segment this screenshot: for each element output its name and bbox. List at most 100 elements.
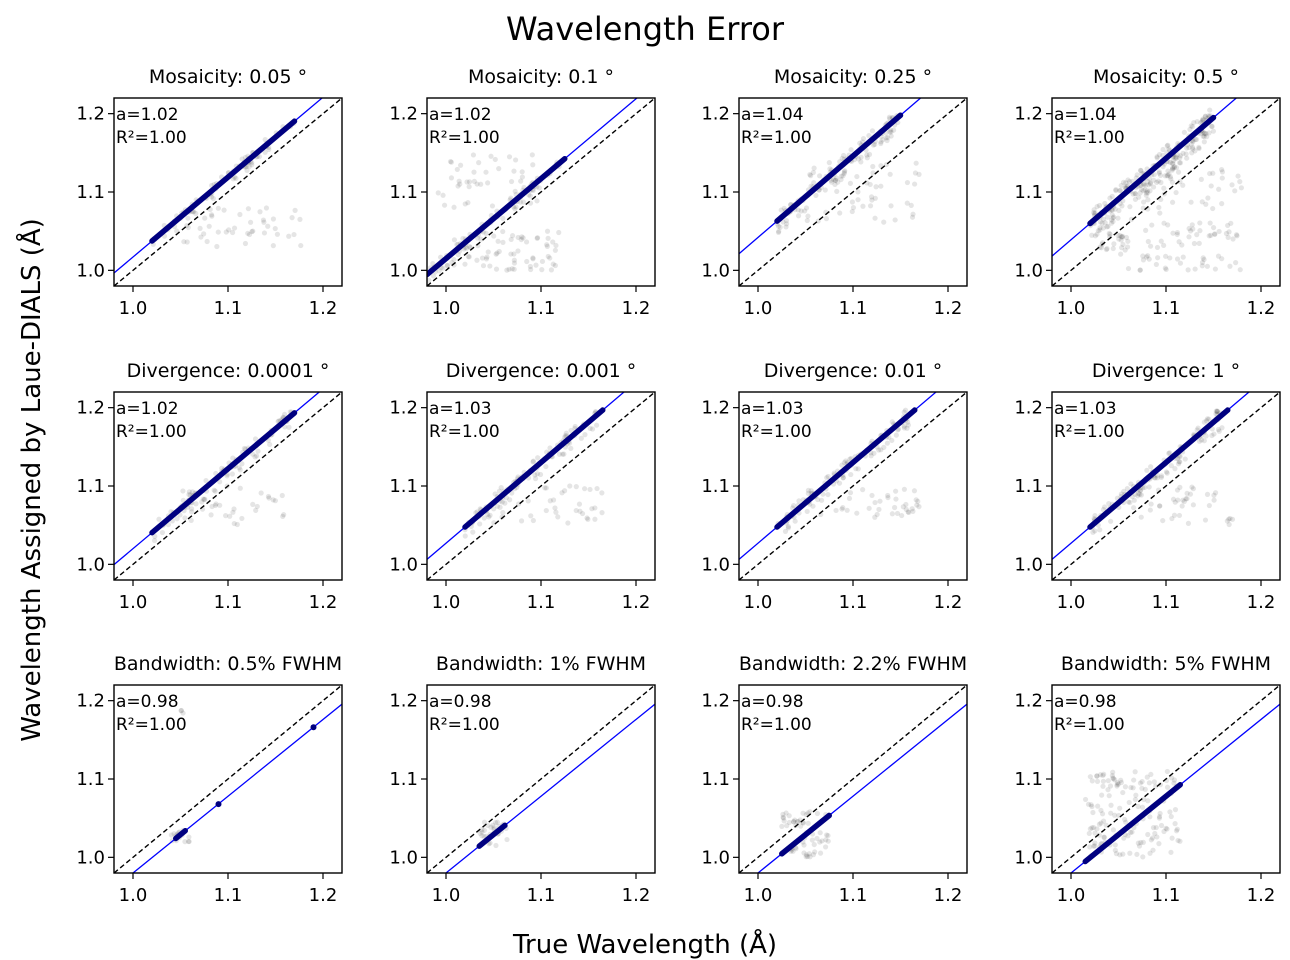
scatter-point <box>1213 408 1219 414</box>
scatter-point <box>1118 491 1124 497</box>
scatter-point <box>1145 179 1151 185</box>
scatter-point <box>1151 177 1157 183</box>
scatter-point <box>1110 769 1116 775</box>
scatter-point <box>1130 785 1136 791</box>
scatter-point <box>1097 527 1103 533</box>
x-tick-label: 1.1 <box>839 298 868 319</box>
scatter-point <box>587 486 593 493</box>
scatter-point <box>1137 267 1143 273</box>
scatter-point <box>1169 167 1175 173</box>
scatter-point <box>1192 148 1198 154</box>
scatter-point <box>1135 840 1141 846</box>
scatter-point <box>270 497 276 503</box>
scatter-point <box>534 471 541 477</box>
scatter-point <box>258 490 264 496</box>
fit-point <box>215 801 222 808</box>
scatter-point <box>1156 204 1162 211</box>
scatter-point <box>1234 233 1240 239</box>
scatter-point <box>1119 203 1125 209</box>
scatter-point <box>1146 484 1152 490</box>
scatter-point <box>825 832 831 839</box>
scatter-point <box>869 197 875 203</box>
x-tick-label: 1.0 <box>1057 885 1086 906</box>
scatter-point <box>1097 244 1103 250</box>
scatter-point <box>250 228 256 234</box>
scatter-point <box>1223 230 1230 237</box>
scatter-point <box>534 235 540 241</box>
scatter-point <box>1139 804 1146 810</box>
scatter-point <box>1136 490 1142 497</box>
scatter-point <box>1104 246 1110 252</box>
scatter-point <box>252 454 258 460</box>
scatter-point <box>500 510 506 516</box>
scatter-point <box>839 155 845 162</box>
scatter-point <box>1148 837 1154 843</box>
scatter-point <box>492 156 498 163</box>
scatter-point <box>1177 484 1183 490</box>
scatter-point <box>840 475 846 481</box>
scatter-point <box>792 518 798 524</box>
plot-area <box>1052 98 1280 286</box>
scatter-point <box>189 509 195 515</box>
scatter-point <box>825 473 831 480</box>
scatter-point <box>850 205 857 211</box>
panel-7: Divergence: 0.01 ° 1.0 1.1 1.2 1.0 1.1 1.2 a=1.… <box>701 360 968 613</box>
scatter-point <box>1173 154 1179 160</box>
scatter-point <box>1167 450 1173 456</box>
scatter-point <box>1091 824 1097 831</box>
scatter-point <box>1226 516 1232 522</box>
scatter-point <box>457 181 463 187</box>
x-tick-label: 1.2 <box>622 592 651 613</box>
scatter-point <box>905 422 911 428</box>
scatter-point <box>286 424 292 430</box>
scatter-point <box>798 208 804 214</box>
scatter-point <box>471 169 477 175</box>
scatter-point <box>1199 117 1205 124</box>
scatter-point <box>1162 173 1168 179</box>
scatter-point <box>1204 134 1210 140</box>
scatter-point <box>819 838 825 844</box>
scatter-point <box>481 827 487 833</box>
panel-2: Mosaicity: 0.1 ° 1.0 1.1 1.2 1.0 1.1 1.2 a=1.02… <box>389 66 656 319</box>
scatter-point <box>198 234 204 240</box>
scatter-point <box>1146 176 1153 182</box>
scatter-point <box>280 513 286 519</box>
fit-points-band <box>427 155 568 278</box>
scatter-point <box>1177 153 1184 159</box>
y-tick-label: 1.0 <box>76 260 105 281</box>
scatter-point <box>289 215 295 221</box>
scatter-point <box>1100 225 1106 231</box>
scatter-point <box>286 233 292 239</box>
scatter-point <box>1161 185 1167 191</box>
scatter-point <box>545 253 551 260</box>
scatter-point <box>885 492 891 499</box>
scatter-point <box>493 251 499 257</box>
scatter-point <box>1184 145 1190 151</box>
x-tick-label: 1.1 <box>839 885 868 906</box>
scatter-point <box>780 815 787 821</box>
scatter-point <box>860 136 867 142</box>
scatter-point <box>1136 194 1142 200</box>
scatter-point <box>1097 772 1103 778</box>
y-tick-label: 1.1 <box>76 476 105 497</box>
scatter-point <box>817 830 823 836</box>
scatter-point <box>246 231 253 238</box>
scatter-point <box>905 509 911 515</box>
scatter-point <box>572 423 578 430</box>
scatter-point <box>1105 787 1111 793</box>
scatter-point <box>1119 245 1125 251</box>
scatter-point <box>1102 220 1108 226</box>
scatter-point <box>868 453 874 459</box>
scatter-point <box>1138 186 1144 192</box>
x-tick-label: 1.2 <box>934 885 963 906</box>
scatter-point <box>1134 851 1140 857</box>
scatter-point <box>477 830 483 836</box>
scatter-point <box>1092 830 1098 836</box>
scatter-point <box>889 419 895 425</box>
scatter-point <box>822 844 829 850</box>
scatter-point <box>1113 851 1120 857</box>
fit-r2-label: R²=1.00 <box>429 128 500 148</box>
scatter-point <box>873 184 879 190</box>
x-tick-label: 1.1 <box>214 298 243 319</box>
scatter-point <box>1157 210 1163 216</box>
